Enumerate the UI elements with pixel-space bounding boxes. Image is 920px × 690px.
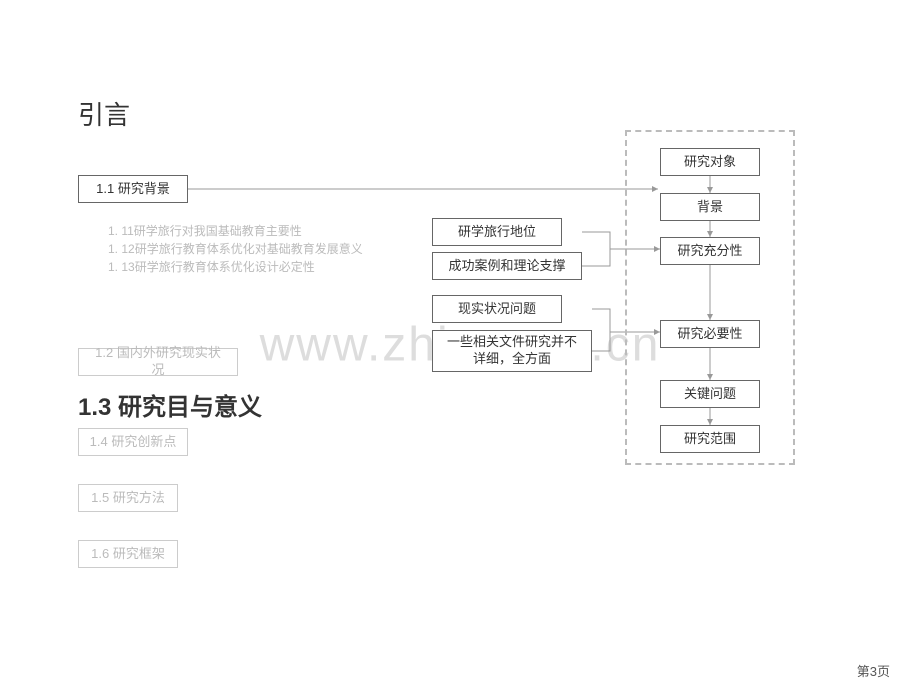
- section-1-6: 1.6 研究框架: [78, 540, 178, 568]
- right-box-5: 关键问题: [660, 380, 760, 408]
- middle-box-1: 研学旅行地位: [432, 218, 562, 246]
- middle-box-2: 成功案例和理论支撑: [432, 252, 582, 280]
- page-number: 第3页: [857, 661, 890, 680]
- section-1-4: 1.4 研究创新点: [78, 428, 188, 456]
- section-1-2: 1.2 国内外研究现实状况: [78, 348, 238, 376]
- right-box-3: 研究充分性: [660, 237, 760, 265]
- right-box-6: 研究范围: [660, 425, 760, 453]
- subitem-1-12: 1. 12研学旅行教育体系优化对基础教育发展意义: [108, 240, 363, 258]
- right-box-1: 研究对象: [660, 148, 760, 176]
- subitem-1-13: 1. 13研学旅行教育体系优化设计必定性: [108, 258, 363, 276]
- section-1-1: 1.1 研究背景: [78, 175, 188, 203]
- middle-box-4: 一些相关文件研究并不详细，全方面: [432, 330, 592, 372]
- middle-box-3: 现实状况问题: [432, 295, 562, 323]
- right-dashed-group: [625, 130, 795, 465]
- section-1-1-subitems: 1. 11研学旅行对我国基础教育主要性 1. 12研学旅行教育体系优化对基础教育…: [108, 222, 363, 276]
- section-1-3-heading: 1.3 研究目与意义: [78, 387, 262, 422]
- right-box-4: 研究必要性: [660, 320, 760, 348]
- subitem-1-11: 1. 11研学旅行对我国基础教育主要性: [108, 222, 363, 240]
- section-1-5: 1.5 研究方法: [78, 484, 178, 512]
- page-title: 引言: [78, 95, 130, 132]
- right-box-2: 背景: [660, 193, 760, 221]
